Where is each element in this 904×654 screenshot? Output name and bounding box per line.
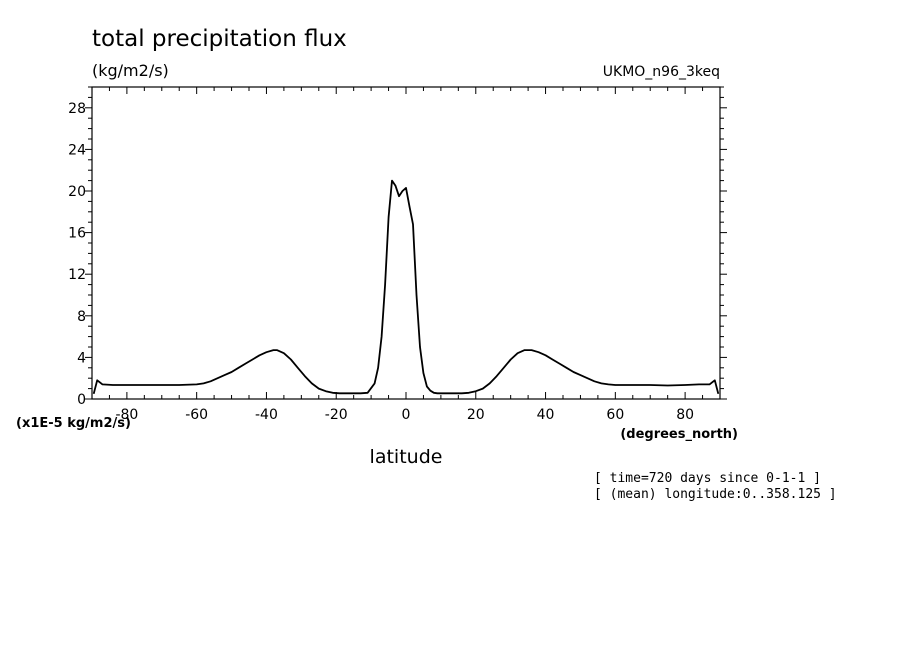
x-tick-label: 20 [467, 407, 485, 423]
y-tick-label: 12 [68, 267, 86, 283]
x-tick-label: -20 [325, 407, 348, 423]
y-tick-label: 16 [68, 226, 86, 242]
x-tick-label: 40 [537, 407, 555, 423]
x-axis: -80 -60 -40 -20 0 20 40 60 80 [91, 87, 721, 423]
series-layer [92, 179, 720, 395]
y-tick-label: 8 [77, 309, 86, 325]
chart-subtitle: (kg/m2/s) [92, 61, 169, 80]
plot-area: -80 -60 -40 -20 0 20 40 60 80 0 4 8 12 16 20 24 28 [68, 86, 727, 423]
series-line [92, 179, 720, 395]
y-tick-label: 0 [77, 392, 86, 408]
x-tick-label: -80 [115, 407, 138, 423]
annotation-longitude: [ (mean) longitude:0..358.125 ] [594, 487, 837, 502]
y-tick-label: 4 [77, 350, 86, 366]
x-tick-label: -60 [185, 407, 208, 423]
dataset-label: UKMO_n96_3keq [603, 64, 720, 80]
y-tick-label: 28 [68, 101, 86, 117]
y-tick-label: 24 [68, 142, 86, 158]
x-tick-label: 60 [606, 407, 624, 423]
x-axis-label: latitude [370, 446, 443, 468]
y-axis: 0 4 8 12 16 20 24 28 [68, 86, 727, 408]
annotation-time: [ time=720 days since 0-1-1 ] [594, 471, 821, 486]
y-tick-label: 20 [68, 184, 86, 200]
x-tick-label: -40 [255, 407, 278, 423]
y-units-label: (x1E-5 kg/m2/s) [16, 416, 131, 431]
x-tick-label: 80 [676, 407, 694, 423]
chart-title: total precipitation flux [92, 26, 347, 52]
plot-frame [91, 86, 721, 400]
x-tick-label: 0 [402, 407, 411, 423]
x-units-label: (degrees_north) [620, 427, 738, 442]
